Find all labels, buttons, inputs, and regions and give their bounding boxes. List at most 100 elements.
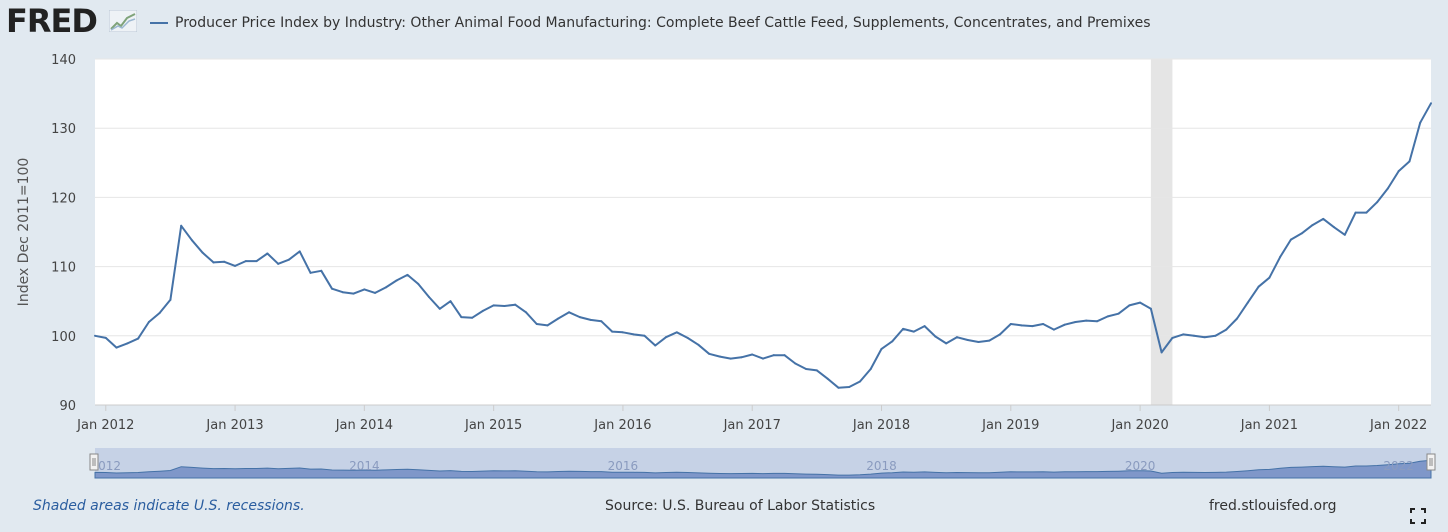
data-point [718, 355, 721, 358]
recession-note-link[interactable]: Shaded areas indicate U.S. recessions. [33, 498, 305, 514]
navigator-label: 2022 [1383, 459, 1414, 473]
data-point [988, 339, 991, 342]
x-tick-label: Jan 2018 [852, 418, 910, 433]
data-point [557, 317, 560, 320]
data-point [535, 323, 538, 326]
data-point [686, 336, 689, 339]
data-point [654, 344, 657, 347]
data-point [751, 353, 754, 356]
data-point [244, 260, 247, 263]
fullscreen-icon[interactable] [1410, 508, 1426, 524]
data-point [126, 342, 129, 345]
data-point [471, 316, 474, 319]
x-tick-label: Jan 2015 [464, 418, 522, 433]
data-point [1192, 334, 1195, 337]
data-point [1343, 233, 1346, 236]
data-point [955, 336, 958, 339]
data-point [772, 354, 775, 357]
data-point [1020, 324, 1023, 327]
y-tick-label: 120 [51, 191, 76, 206]
data-point [1117, 312, 1120, 315]
data-point [492, 304, 495, 307]
data-point [363, 288, 366, 291]
x-tick-label: Jan 2014 [335, 418, 393, 433]
data-point [794, 362, 797, 365]
y-axis: 90 100 110 120 130 140 [51, 53, 76, 414]
data-point [568, 311, 571, 314]
data-point [1085, 319, 1088, 322]
data-point [675, 331, 678, 334]
data-point [481, 309, 484, 312]
data-point [1063, 323, 1066, 326]
data-point [621, 331, 624, 334]
data-point [104, 336, 107, 339]
data-point [1354, 211, 1357, 214]
data-point [287, 258, 290, 261]
fred-logo-chart-icon [109, 10, 137, 32]
data-point [1106, 315, 1109, 318]
x-tick-label: Jan 2020 [1110, 418, 1168, 433]
data-point [1236, 317, 1239, 320]
data-point [1171, 336, 1174, 339]
data-point [912, 330, 915, 333]
data-point [1279, 255, 1282, 258]
x-tick-label: Jan 2019 [981, 418, 1039, 433]
data-point [762, 357, 764, 360]
data-point [643, 334, 646, 337]
data-point [858, 380, 861, 383]
data-point [428, 296, 430, 299]
data-point [815, 369, 818, 372]
data-point [94, 334, 96, 337]
data-point [1257, 285, 1260, 288]
y-tick-label: 130 [51, 122, 76, 137]
navigator-label: 2018 [866, 459, 897, 473]
y-tick-label: 110 [51, 261, 76, 276]
data-point [805, 368, 808, 371]
data-point [977, 341, 980, 344]
data-point [826, 377, 829, 380]
data-points [94, 102, 1432, 389]
data-point [234, 264, 237, 267]
data-point [1031, 325, 1034, 328]
navigator-handle-right[interactable] [1426, 453, 1436, 471]
data-point [578, 316, 581, 319]
time-navigator[interactable]: 2012 2014 2016 2018 2020 2022 [89, 448, 1436, 479]
fred-logo[interactable]: FRED [6, 2, 98, 40]
data-point [546, 324, 549, 327]
x-axis: Jan 2012 Jan 2013 Jan 2014 Jan 2015 Jan 2016… [76, 404, 1431, 433]
legend-series-label[interactable]: Producer Price Index by Industry: Other … [175, 15, 1151, 31]
data-point [1419, 121, 1422, 124]
data-point [966, 338, 969, 341]
data-point [891, 340, 894, 343]
data-point [514, 303, 517, 306]
data-point [1214, 334, 1217, 337]
data-point [1386, 187, 1389, 190]
x-tick-label: Jan 2021 [1240, 418, 1298, 433]
data-point [923, 325, 926, 328]
data-point [503, 305, 506, 308]
data-point [945, 342, 948, 345]
data-point [880, 347, 883, 350]
data-point [589, 318, 592, 321]
data-point [309, 271, 312, 274]
data-point [190, 239, 193, 242]
y-axis-label: Index Dec 2011=100 [16, 158, 32, 307]
navigator-labels: 2012 2014 2016 2018 2020 2022 [91, 459, 1414, 473]
data-point [169, 298, 172, 301]
data-point [115, 346, 118, 349]
data-point [665, 336, 668, 339]
site-link[interactable]: fred.stlouisfed.org [1209, 498, 1337, 514]
navigator-handle-left[interactable] [89, 453, 99, 471]
data-point [1052, 328, 1055, 331]
navigator-label: 2014 [349, 459, 380, 473]
data-point [999, 333, 1002, 336]
data-point [1430, 102, 1432, 105]
data-point [352, 292, 355, 295]
chart-legend[interactable]: Producer Price Index by Industry: Other … [150, 13, 1151, 33]
data-point [1074, 320, 1077, 323]
data-point [729, 357, 732, 360]
data-point [783, 354, 786, 357]
data-point [417, 282, 420, 285]
data-point [1225, 328, 1228, 331]
